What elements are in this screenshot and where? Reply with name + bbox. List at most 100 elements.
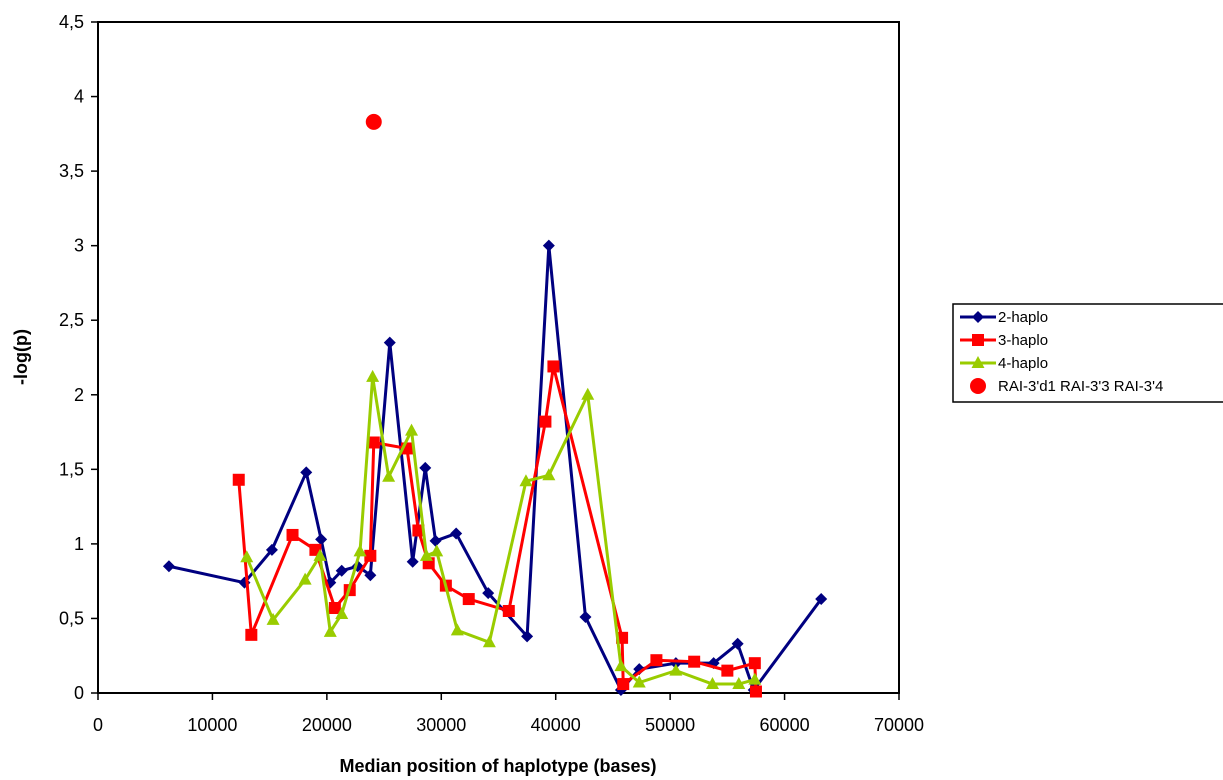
data-point-4-haplo — [366, 369, 380, 382]
data-point-4-haplo — [313, 548, 327, 561]
data-point-3-haplo — [502, 604, 515, 617]
y-tick-label: 2 — [74, 385, 84, 405]
data-point-2-haplo — [300, 466, 313, 479]
legend-marker — [972, 311, 984, 323]
data-point-4-haplo — [353, 544, 367, 557]
y-tick-label: 3,5 — [59, 161, 84, 181]
legend-marker — [972, 334, 984, 346]
x-tick-label: 10000 — [187, 715, 237, 735]
x-tick-label: 40000 — [531, 715, 581, 735]
y-tick-label: 1,5 — [59, 459, 84, 479]
y-axis-title: -log(p) — [11, 329, 31, 385]
data-point-4-haplo — [240, 550, 254, 563]
x-axis-ticks: 0 10000 20000 30000 40000 50000 60000 70000 — [93, 693, 924, 735]
data-point-4-haplo — [732, 677, 746, 690]
series-4-haplo — [240, 369, 762, 690]
legend-item: 3-haplo — [960, 332, 1048, 349]
data-point-2-haplo — [579, 610, 592, 623]
data-point-2-haplo — [731, 637, 744, 650]
legend-item: RAI-3'd1 RAI-3'3 RAI-3'4 — [970, 378, 1163, 395]
series-rai-3-d1-rai-3-3-rai-3-4 — [365, 113, 382, 130]
data-point-2-haplo — [419, 461, 432, 474]
x-tick-label: 60000 — [760, 715, 810, 735]
data-point-4-haplo — [482, 635, 496, 648]
data-point-3-haplo — [539, 415, 552, 428]
data-point-3-haplo — [328, 602, 341, 615]
data-point-4-haplo — [450, 623, 464, 636]
data-point-4-haplo — [581, 387, 595, 400]
legend-label: 4-haplo — [998, 355, 1048, 372]
y-tick-label: 2,5 — [59, 310, 84, 330]
data-point-4-haplo — [632, 675, 646, 688]
data-point-4-haplo — [542, 468, 556, 481]
data-point-3-haplo — [650, 654, 663, 667]
data-point-4-haplo — [298, 572, 312, 585]
data-point-3-haplo — [367, 436, 380, 449]
data-point-4-haplo — [519, 474, 533, 487]
data-point-3-haplo — [688, 655, 701, 668]
legend-box — [952, 303, 1223, 403]
data-point-2-haplo — [335, 564, 348, 577]
legend: 2-haplo 3-haplo 4-haplo RAI-3'd1 RAI-3'3 RA… — [952, 303, 1223, 403]
data-point-2-haplo — [265, 543, 278, 556]
data-point-2-haplo — [364, 569, 377, 582]
series-layer — [162, 113, 828, 698]
data-point-3-haplo — [749, 685, 762, 698]
x-tick-label: 50000 — [645, 715, 695, 735]
data-point-4-haplo — [669, 663, 683, 676]
legend-item: 4-haplo — [960, 355, 1048, 372]
legend-item: 2-haplo — [960, 309, 1048, 326]
series-2-haplo — [162, 239, 828, 697]
y-tick-label: 4,5 — [59, 12, 84, 32]
x-tick-label: 70000 — [874, 715, 924, 735]
data-point-3-haplo — [412, 524, 425, 537]
data-point-2-haplo — [429, 534, 442, 547]
x-tick-label: 0 — [93, 715, 103, 735]
legend-label: 3-haplo — [998, 332, 1048, 349]
data-point-4-haplo — [323, 624, 337, 637]
data-point-4-haplo — [335, 606, 349, 619]
data-point-2-haplo — [542, 239, 555, 252]
legend-label: RAI-3'd1 RAI-3'3 RAI-3'4 — [998, 378, 1163, 395]
data-point-3-haplo — [721, 664, 734, 677]
data-point-3-haplo — [232, 473, 245, 486]
data-point-2-haplo — [815, 593, 828, 606]
data-point-4-haplo — [382, 469, 396, 482]
data-point-2-haplo — [162, 560, 175, 573]
data-point-4-haplo — [419, 548, 433, 561]
data-point-4-haplo — [405, 423, 419, 436]
data-point-2-haplo — [315, 533, 328, 546]
data-point-3-haplo — [547, 360, 560, 373]
y-tick-label: 0 — [74, 683, 84, 703]
data-point-2-haplo — [450, 527, 463, 540]
y-tick-label: 0,5 — [59, 608, 84, 628]
y-tick-label: 4 — [74, 87, 84, 107]
data-point-4-haplo — [748, 672, 762, 685]
plot-area — [97, 21, 900, 694]
data-point-4-haplo — [614, 659, 628, 672]
data-point-2-haplo — [406, 555, 419, 568]
data-point-rai-3-d1-rai-3-3-rai-3-4 — [365, 113, 382, 130]
legend-marker — [970, 378, 986, 394]
x-tick-label: 20000 — [302, 715, 352, 735]
data-point-3-haplo — [364, 549, 377, 562]
data-point-2-haplo — [383, 336, 396, 349]
data-point-4-haplo — [705, 677, 719, 690]
y-tick-label: 3 — [74, 236, 84, 256]
data-point-2-haplo — [482, 587, 495, 600]
data-point-2-haplo — [521, 630, 534, 643]
x-tick-label: 30000 — [416, 715, 466, 735]
data-point-3-haplo — [245, 628, 258, 641]
legend-marker — [971, 356, 985, 368]
data-point-3-haplo — [617, 678, 630, 691]
data-point-4-haplo — [430, 544, 444, 557]
data-point-4-haplo — [266, 612, 280, 625]
data-point-3-haplo — [748, 657, 761, 670]
y-tick-label: 1 — [74, 534, 84, 554]
data-point-3-haplo — [462, 593, 475, 606]
legend-items: 2-haplo 3-haplo 4-haplo RAI-3'd1 RAI-3'3 RA… — [960, 309, 1163, 395]
legend-label: 2-haplo — [998, 309, 1048, 326]
y-axis-ticks: 0 0,5 1 1,5 2 2,5 3 3,5 4 4,5 — [59, 12, 98, 703]
data-point-3-haplo — [286, 528, 299, 541]
